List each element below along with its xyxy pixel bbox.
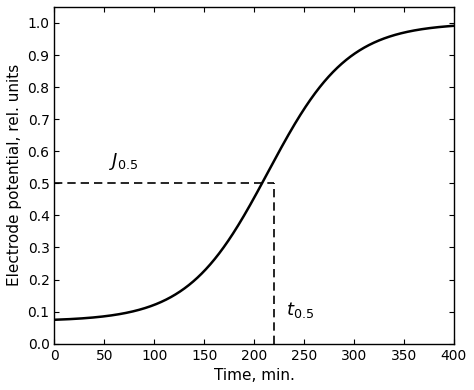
Text: $t_{0.5}$: $t_{0.5}$ [286,300,314,319]
Text: $J_{0.5}$: $J_{0.5}$ [109,151,138,172]
X-axis label: Time, min.: Time, min. [214,368,294,383]
Y-axis label: Electrode potential, rel. units: Electrode potential, rel. units [7,64,22,286]
